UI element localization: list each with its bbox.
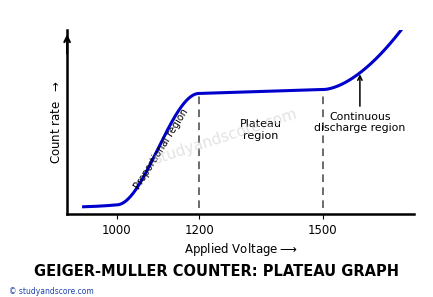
Text: studyandscore.com: studyandscore.com xyxy=(152,106,299,167)
Text: © studyandscore.com: © studyandscore.com xyxy=(9,287,94,296)
Y-axis label: Count rate  $\rightarrow$: Count rate $\rightarrow$ xyxy=(50,80,63,164)
Text: Proportional region: Proportional region xyxy=(132,107,190,191)
Text: Continuous
discharge region: Continuous discharge region xyxy=(314,76,406,133)
Text: GEIGER-MULLER COUNTER: PLATEAU GRAPH: GEIGER-MULLER COUNTER: PLATEAU GRAPH xyxy=(34,264,399,279)
Text: Plateau
region: Plateau region xyxy=(240,119,282,141)
X-axis label: Applied Voltage$\longrightarrow$: Applied Voltage$\longrightarrow$ xyxy=(184,241,297,258)
